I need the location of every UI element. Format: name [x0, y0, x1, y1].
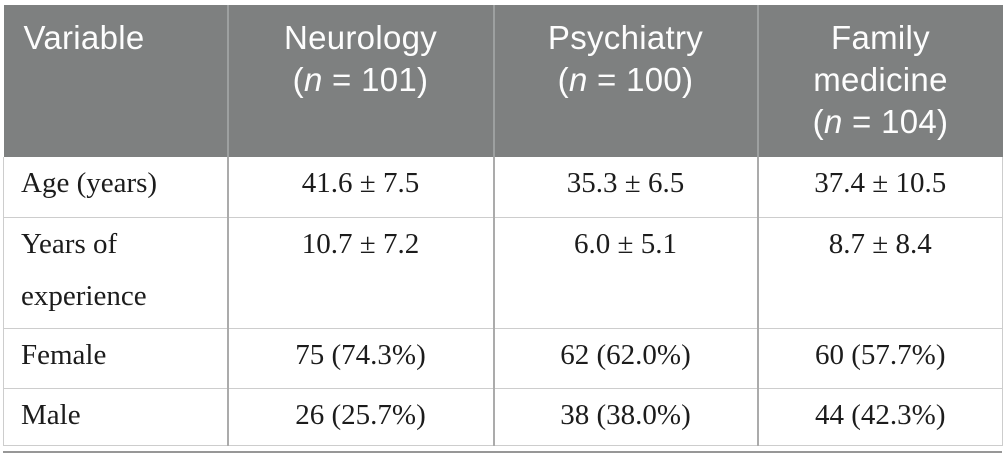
n-symbol: n: [568, 61, 588, 98]
column-header-label: Variable: [23, 19, 145, 56]
table-row-male: Male 26 (25.7%) 38 (38.0%) 44 (42.3%): [3, 388, 1003, 446]
cell-value: 10.7 ± 7.2: [227, 217, 495, 329]
row-label: Years of experience: [3, 217, 229, 329]
cell-value: 41.6 ± 7.5: [227, 157, 495, 218]
header-row: Variable Neurology (n = 101) Psychiatry …: [3, 5, 1003, 157]
table-row-experience: Years of experience 10.7 ± 7.2 6.0 ± 5.1…: [3, 217, 1003, 329]
column-header-variable: Variable: [3, 5, 229, 157]
demographics-table: Variable Neurology (n = 101) Psychiatry …: [3, 5, 1003, 446]
n-symbol: n: [823, 103, 843, 140]
cell-value: 75 (74.3%): [227, 328, 495, 389]
n-symbol: n: [303, 61, 323, 98]
cell-value: 35.3 ± 6.5: [493, 157, 759, 218]
row-label: Female: [3, 328, 229, 389]
cell-value: 6.0 ± 5.1: [493, 217, 759, 329]
column-header-psychiatry: Psychiatry (n = 100): [493, 5, 759, 157]
cell-value: 44 (42.3%): [757, 388, 1003, 446]
table-row-female: Female 75 (74.3%) 62 (62.0%) 60 (57.7%): [3, 328, 1003, 389]
column-header-n: (n = 101): [292, 61, 429, 98]
table-row-age: Age (years) 41.6 ± 7.5 35.3 ± 6.5 37.4 ±…: [3, 157, 1003, 218]
demographics-table-wrap: Variable Neurology (n = 101) Psychiatry …: [3, 5, 1003, 453]
column-header-label: Family medicine: [813, 19, 948, 98]
column-header-label: Neurology: [283, 19, 438, 56]
column-header-family-medicine: Family medicine (n = 104): [757, 5, 1003, 157]
column-header-neurology: Neurology (n = 101): [227, 5, 495, 157]
column-header-n: (n = 104): [812, 103, 949, 140]
cell-value: 26 (25.7%): [227, 388, 495, 446]
row-label: Age (years): [3, 157, 229, 218]
cell-value: 60 (57.7%): [757, 328, 1003, 389]
row-label: Male: [3, 388, 229, 446]
cell-value: 38 (38.0%): [493, 388, 759, 446]
column-header-label: Psychiatry: [547, 19, 704, 56]
cell-value: 62 (62.0%): [493, 328, 759, 389]
column-header-n: (n = 100): [557, 61, 694, 98]
cell-value: 8.7 ± 8.4: [757, 217, 1003, 329]
cell-value: 37.4 ± 10.5: [757, 157, 1003, 218]
